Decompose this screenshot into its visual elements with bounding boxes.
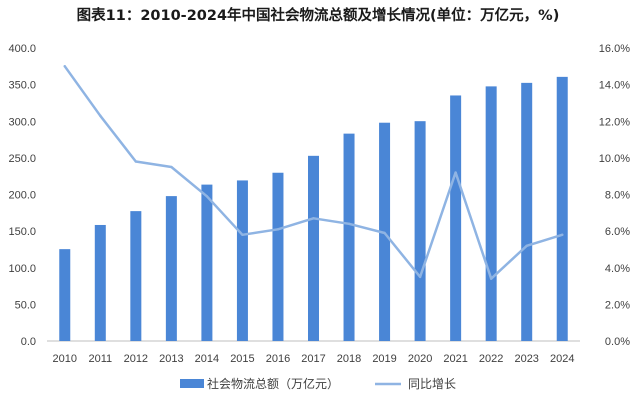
x-tick-label: 2013 — [159, 353, 183, 365]
bar — [59, 249, 71, 341]
bar — [130, 211, 142, 341]
left-y-tick-label: 150.0 — [8, 226, 36, 238]
line-point — [347, 222, 351, 225]
line-point — [418, 275, 422, 279]
line-point — [561, 233, 564, 236]
left-y-tick-label: 0.0 — [21, 336, 36, 348]
left-y-tick-label: 100.0 — [8, 263, 36, 275]
bar — [414, 121, 426, 341]
legend: 社会物流总额（万亿元） 同比增长 — [180, 376, 456, 391]
right-y-tick-label: 2.0% — [605, 299, 630, 311]
left-y-tick-label: 350.0 — [8, 80, 36, 92]
left-y-tick-label: 250.0 — [8, 153, 36, 165]
line-point — [276, 228, 280, 231]
bar — [521, 82, 533, 341]
x-tick-label: 2015 — [230, 353, 254, 365]
right-y-tick-label: 4.0% — [605, 263, 630, 275]
x-tick-label: 2011 — [88, 353, 112, 365]
line-point — [454, 171, 457, 174]
left-y-tick-label: 300.0 — [8, 116, 36, 128]
bar — [201, 184, 213, 341]
bar — [485, 86, 497, 342]
left-y-tick-label: 200.0 — [8, 190, 36, 202]
x-tick-label: 2024 — [550, 353, 574, 365]
line-point — [134, 160, 138, 163]
bar — [165, 196, 177, 341]
left-y-axis: 0.0 50.0 100.0 150.0 200.0 250.0 300.0 350.0 400… — [8, 43, 36, 348]
line-point — [383, 231, 386, 235]
bar — [94, 224, 106, 341]
line-point — [205, 195, 209, 198]
x-axis-labels: 2010 2011 2012 2013 2014 2015 2016 2017 2018 2019… — [53, 353, 575, 365]
line-point — [63, 65, 66, 68]
line-point — [489, 277, 493, 280]
right-y-tick-label: 16.0% — [599, 43, 630, 55]
right-y-tick-label: 12.0% — [599, 116, 630, 128]
right-y-tick-label: 0.0% — [605, 336, 630, 348]
legend-line-label: 同比增长 — [408, 377, 456, 391]
line-point — [525, 244, 528, 247]
x-tick-label: 2021 — [443, 353, 467, 365]
left-y-tick-label: 50.0 — [15, 299, 36, 311]
bar — [272, 172, 284, 341]
x-tick-label: 2014 — [195, 353, 219, 365]
bar — [236, 180, 248, 341]
line-point — [312, 217, 315, 220]
bar — [343, 133, 355, 341]
right-y-tick-label: 6.0% — [605, 226, 630, 238]
right-y-tick-label: 8.0% — [605, 190, 630, 202]
x-tick-label: 2023 — [514, 353, 538, 365]
legend-bar-label: 社会物流总额（万亿元） — [207, 376, 339, 391]
bar-series — [59, 76, 568, 342]
legend-bar-swatch — [180, 379, 204, 388]
line-point — [99, 114, 102, 117]
chart-title: 图表11：2010-2024年中国社会物流总额及增长情况(单位：万亿元，%) — [76, 8, 560, 24]
bar — [308, 155, 319, 341]
x-tick-label: 2012 — [124, 353, 148, 365]
growth-line-series — [63, 65, 564, 280]
line-point — [170, 165, 173, 169]
x-tick-label: 2019 — [372, 353, 396, 365]
x-tick-label: 2010 — [53, 353, 77, 365]
x-tick-label: 2018 — [337, 353, 361, 365]
x-tick-label: 2022 — [479, 353, 503, 365]
right-y-tick-label: 14.0% — [599, 80, 630, 92]
line-point — [241, 233, 244, 236]
right-y-axis: 0.0% 2.0% 4.0% 6.0% 8.0% 10.0% 12.0% 14.0% 16.0% — [599, 43, 630, 348]
x-tick-label: 2017 — [301, 353, 325, 365]
x-tick-label: 2020 — [408, 353, 432, 365]
bar — [556, 76, 568, 341]
bar — [450, 95, 462, 341]
left-y-tick-label: 400.0 — [8, 43, 36, 55]
right-y-tick-label: 10.0% — [599, 153, 630, 165]
x-tick-label: 2016 — [266, 353, 290, 365]
